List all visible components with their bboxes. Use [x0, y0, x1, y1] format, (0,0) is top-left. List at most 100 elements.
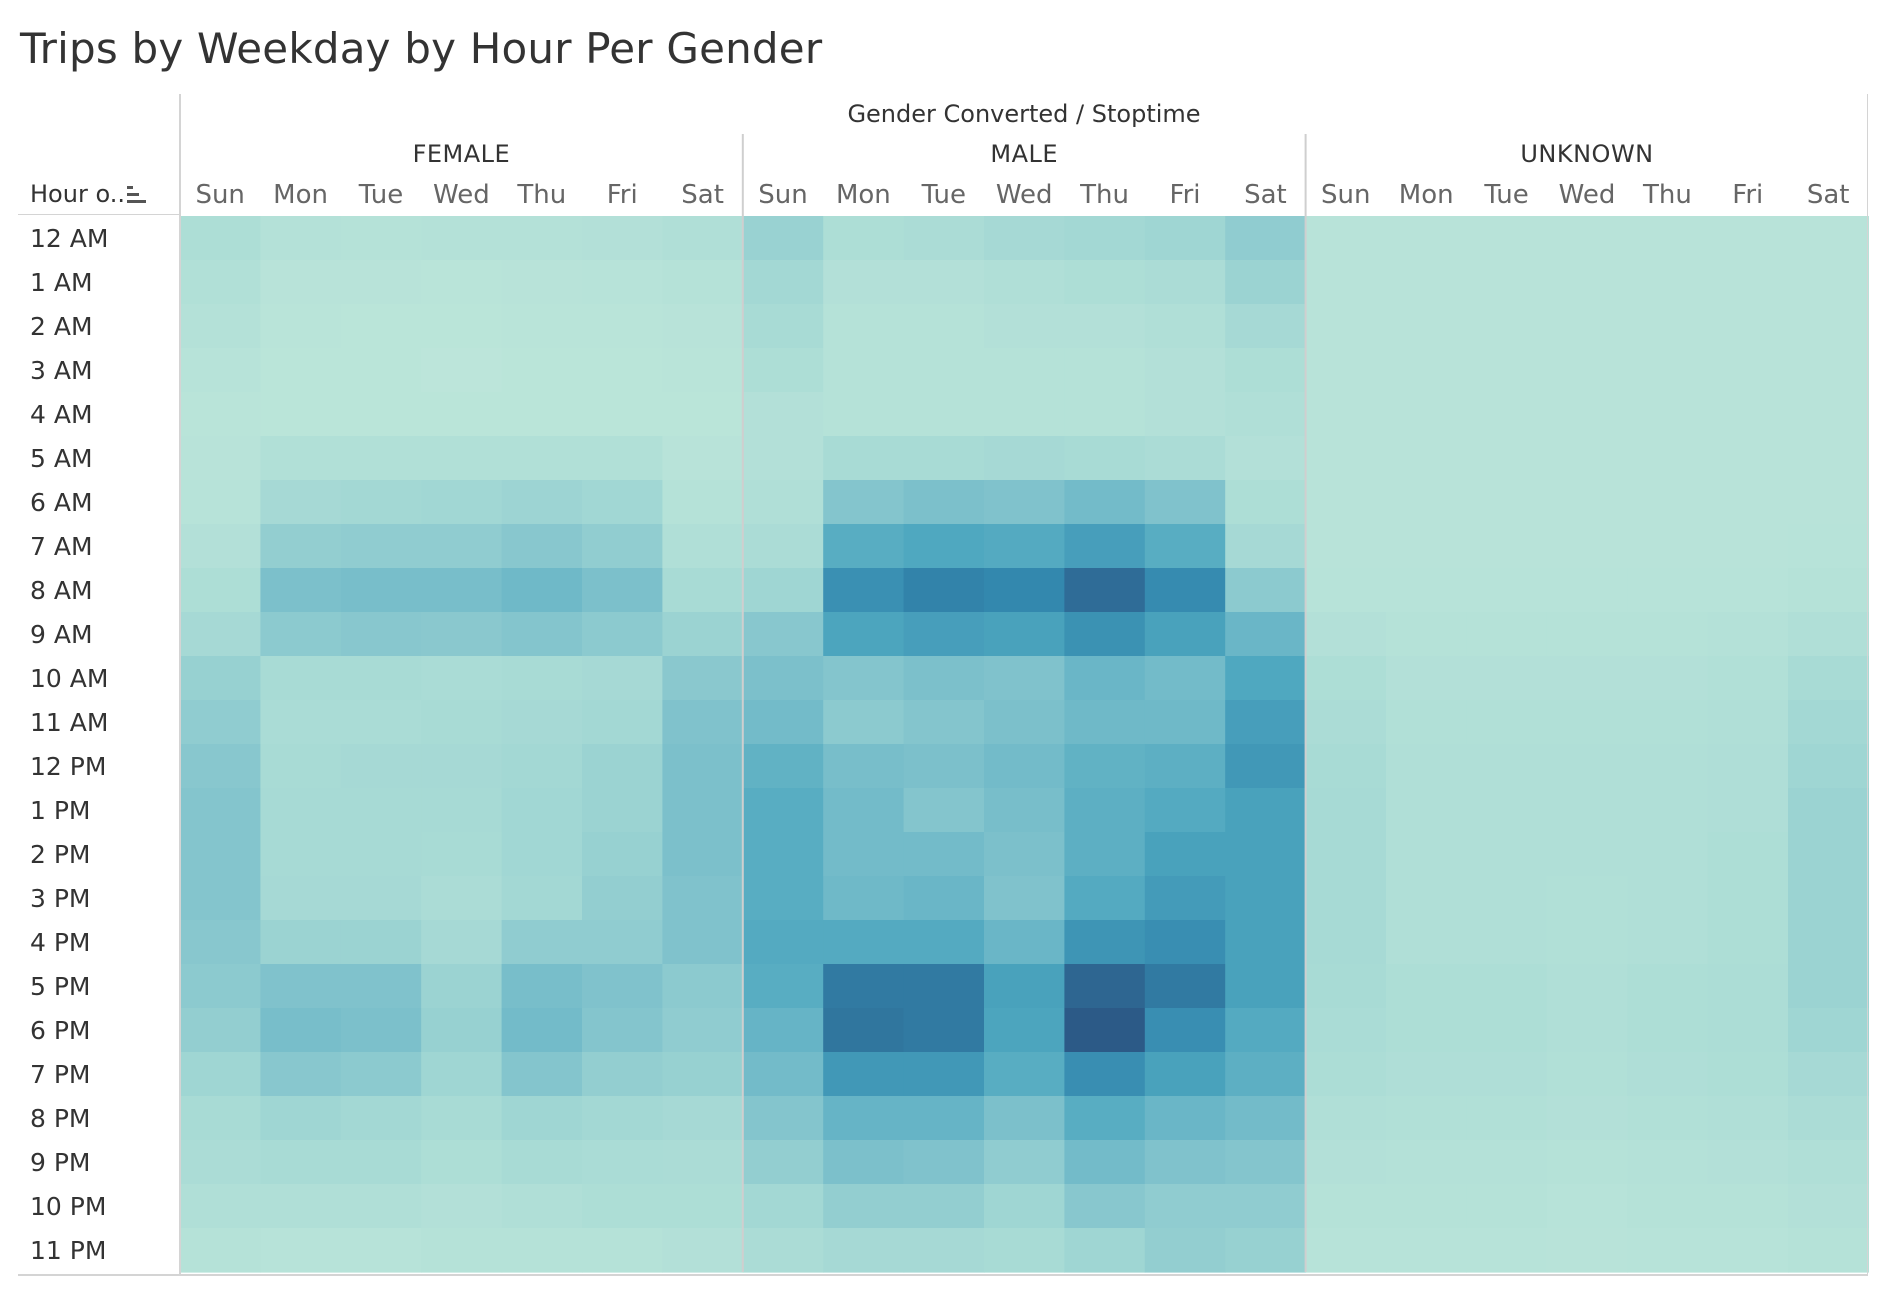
heatmap-cell[interactable] — [582, 1184, 663, 1229]
heatmap-cell[interactable] — [984, 1052, 1065, 1097]
heatmap-cell[interactable] — [984, 1228, 1065, 1273]
heatmap-cell[interactable] — [1144, 1052, 1226, 1097]
heatmap-cell[interactable] — [984, 1184, 1065, 1229]
heatmap-cell[interactable] — [340, 920, 422, 965]
heatmap-cell[interactable] — [1305, 480, 1387, 525]
heatmap-cell[interactable] — [903, 964, 985, 1009]
heatmap-cell[interactable] — [984, 744, 1065, 789]
heatmap-cell[interactable] — [1064, 920, 1146, 965]
heatmap-cell[interactable] — [1144, 832, 1226, 877]
heatmap-cell[interactable] — [421, 568, 503, 613]
heatmap-cell[interactable] — [1064, 1140, 1146, 1185]
heatmap-cell[interactable] — [903, 436, 985, 481]
heatmap-cell[interactable] — [421, 1096, 503, 1141]
heatmap-cell[interactable] — [1466, 656, 1548, 701]
heatmap-cell[interactable] — [1386, 1184, 1467, 1229]
heatmap-cell[interactable] — [1627, 1140, 1709, 1185]
heatmap-cell[interactable] — [1386, 656, 1467, 701]
heatmap-cell[interactable] — [1386, 700, 1467, 745]
heatmap-cell[interactable] — [260, 700, 342, 745]
heatmap-cell[interactable] — [340, 700, 422, 745]
heatmap-cell[interactable] — [1386, 1008, 1467, 1053]
heatmap-cell[interactable] — [1305, 1184, 1387, 1229]
heatmap-cell[interactable] — [823, 1228, 905, 1273]
heatmap-cell[interactable] — [421, 216, 503, 261]
heatmap-cell[interactable] — [1466, 744, 1548, 789]
heatmap-cell[interactable] — [984, 480, 1065, 525]
heatmap-cell[interactable] — [340, 260, 422, 305]
heatmap-cell[interactable] — [1546, 524, 1628, 569]
heatmap-cell[interactable] — [1064, 612, 1146, 657]
heatmap-cell[interactable] — [823, 480, 905, 525]
heatmap-cell[interactable] — [1707, 436, 1789, 481]
heatmap-cell[interactable] — [501, 1140, 583, 1185]
heatmap-cell[interactable] — [1144, 700, 1226, 745]
heatmap-cell[interactable] — [823, 304, 905, 349]
heatmap-cell[interactable] — [1064, 304, 1146, 349]
heatmap-cell[interactable] — [340, 1008, 422, 1053]
heatmap-cell[interactable] — [662, 832, 744, 877]
heatmap-cell[interactable] — [180, 876, 261, 921]
heatmap-cell[interactable] — [340, 216, 422, 261]
heatmap-cell[interactable] — [1064, 392, 1146, 437]
heatmap-cell[interactable] — [662, 304, 744, 349]
heatmap-cell[interactable] — [984, 1096, 1065, 1141]
heatmap-cell[interactable] — [1386, 612, 1467, 657]
heatmap-cell[interactable] — [340, 1140, 422, 1185]
heatmap-cell[interactable] — [1627, 788, 1709, 833]
heatmap-cell[interactable] — [1466, 436, 1548, 481]
heatmap-cell[interactable] — [662, 700, 744, 745]
heatmap-cell[interactable] — [260, 788, 342, 833]
heatmap-cell[interactable] — [340, 436, 422, 481]
heatmap-cell[interactable] — [421, 876, 503, 921]
heatmap-cell[interactable] — [1707, 656, 1789, 701]
heatmap-cell[interactable] — [1305, 744, 1387, 789]
heatmap-cell[interactable] — [903, 1140, 985, 1185]
heatmap-cell[interactable] — [421, 612, 503, 657]
heatmap-cell[interactable] — [1064, 216, 1146, 261]
heatmap-cell[interactable] — [662, 568, 744, 613]
heatmap-cell[interactable] — [984, 260, 1065, 305]
heatmap-cell[interactable] — [1627, 744, 1709, 789]
heatmap-cell[interactable] — [340, 392, 422, 437]
heatmap-cell[interactable] — [1225, 1228, 1307, 1273]
heatmap-cell[interactable] — [742, 1140, 824, 1185]
heatmap-cell[interactable] — [823, 216, 905, 261]
heatmap-cell[interactable] — [1546, 216, 1628, 261]
heatmap-cell[interactable] — [1064, 1228, 1146, 1273]
heatmap-cell[interactable] — [823, 524, 905, 569]
heatmap-cell[interactable] — [421, 964, 503, 1009]
heatmap-cell[interactable] — [823, 832, 905, 877]
heatmap-cell[interactable] — [903, 1008, 985, 1053]
heatmap-cell[interactable] — [903, 1184, 985, 1229]
heatmap-cell[interactable] — [1627, 1008, 1709, 1053]
row-header-title[interactable]: Hour o.. — [30, 180, 125, 208]
heatmap-cell[interactable] — [1386, 1096, 1467, 1141]
heatmap-cell[interactable] — [823, 348, 905, 393]
heatmap-cell[interactable] — [1305, 612, 1387, 657]
heatmap-cell[interactable] — [1707, 524, 1789, 569]
heatmap-cell[interactable] — [1225, 788, 1307, 833]
heatmap-cell[interactable] — [742, 656, 824, 701]
heatmap-cell[interactable] — [1386, 832, 1467, 877]
heatmap-cell[interactable] — [903, 700, 985, 745]
heatmap-cell[interactable] — [1466, 1008, 1548, 1053]
heatmap-cell[interactable] — [1386, 568, 1467, 613]
heatmap-cell[interactable] — [501, 1184, 583, 1229]
heatmap-cell[interactable] — [823, 876, 905, 921]
heatmap-cell[interactable] — [260, 1228, 342, 1273]
heatmap-cell[interactable] — [1305, 964, 1387, 1009]
heatmap-cell[interactable] — [501, 1008, 583, 1053]
heatmap-cell[interactable] — [1305, 436, 1387, 481]
heatmap-cell[interactable] — [1144, 788, 1226, 833]
heatmap-cell[interactable] — [340, 568, 422, 613]
heatmap-cell[interactable] — [1546, 1096, 1628, 1141]
heatmap-cell[interactable] — [1788, 480, 1869, 525]
heatmap-cell[interactable] — [1546, 700, 1628, 745]
heatmap-cell[interactable] — [662, 656, 744, 701]
heatmap-cell[interactable] — [501, 216, 583, 261]
heatmap-cell[interactable] — [1386, 1140, 1467, 1185]
heatmap-cell[interactable] — [1386, 788, 1467, 833]
heatmap-cell[interactable] — [501, 656, 583, 701]
heatmap-cell[interactable] — [1225, 700, 1307, 745]
